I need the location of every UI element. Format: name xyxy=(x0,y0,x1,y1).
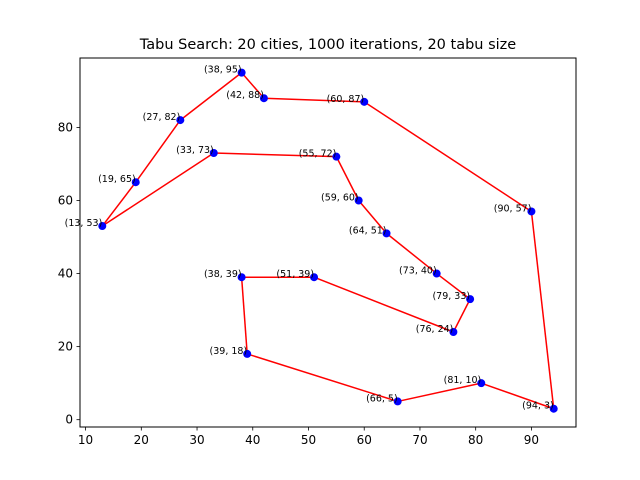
y-tick-label: 20 xyxy=(58,340,73,354)
route-segment xyxy=(240,277,248,354)
city-label: (39, 18) xyxy=(210,346,248,357)
route-segment xyxy=(263,97,365,103)
route-segment xyxy=(246,353,398,403)
y-tick-label: 60 xyxy=(58,193,73,207)
city-label: (59, 60) xyxy=(321,192,359,203)
city-point xyxy=(243,349,252,358)
city-label: (51, 39) xyxy=(276,269,314,280)
city-label: (64, 51) xyxy=(349,225,387,236)
city-point xyxy=(449,328,458,337)
city-point xyxy=(382,229,391,238)
city-point xyxy=(131,178,140,187)
route-segment xyxy=(436,272,471,300)
x-tick-label: 60 xyxy=(357,433,372,447)
y-tick-label: 0 xyxy=(65,413,73,427)
x-tick-label: 30 xyxy=(189,433,204,447)
city-label: (55, 72) xyxy=(299,149,337,160)
x-tick-label: 80 xyxy=(468,433,483,447)
city-label: (79, 33) xyxy=(432,291,470,302)
city-label: (94, 3) xyxy=(522,401,554,412)
city-label: (60, 87) xyxy=(327,94,365,105)
route-segment xyxy=(101,152,215,227)
x-tick-label: 50 xyxy=(301,433,316,447)
city-point xyxy=(259,94,268,103)
city-label: (42, 88) xyxy=(226,90,264,101)
x-tick-label: 70 xyxy=(412,433,427,447)
city-point xyxy=(393,397,402,406)
city-point xyxy=(549,404,558,413)
route-segment xyxy=(452,298,471,333)
y-tick-label: 80 xyxy=(58,120,73,134)
route-segment xyxy=(386,232,438,275)
city-label: (76, 24) xyxy=(416,324,454,335)
route-segment xyxy=(135,119,181,183)
tour-route xyxy=(101,72,555,410)
city-point xyxy=(432,269,441,278)
city-point xyxy=(237,68,246,77)
x-tick-label: 40 xyxy=(245,433,260,447)
city-label: (19, 65) xyxy=(98,174,136,185)
city-point xyxy=(360,97,369,106)
city-label: (90, 57) xyxy=(494,203,532,214)
city-point xyxy=(209,148,218,157)
city-point xyxy=(466,295,475,304)
route-segment xyxy=(335,156,360,201)
city-point xyxy=(527,207,536,216)
route-segment xyxy=(241,72,265,99)
city-point xyxy=(477,379,486,388)
axis-ticks: 10 20 30 40 50 60 70 80 90 0 20 40 60 80 xyxy=(58,120,539,447)
city-point xyxy=(310,273,319,282)
route-segment xyxy=(358,200,388,234)
city-label: (13, 53) xyxy=(65,218,103,229)
city-point xyxy=(237,273,246,282)
city-markers xyxy=(98,68,558,413)
plot-area xyxy=(80,58,576,427)
route-segment xyxy=(179,72,243,121)
city-label: (33, 73) xyxy=(176,145,214,156)
city-label: (66, 5) xyxy=(366,393,398,404)
x-tick-label: 10 xyxy=(78,433,93,447)
city-label: (38, 39) xyxy=(204,269,242,280)
city-point xyxy=(354,196,363,205)
city-label: (73, 40) xyxy=(399,266,437,277)
city-point xyxy=(332,152,341,161)
city-point xyxy=(98,222,107,231)
plot-frame xyxy=(79,57,577,428)
x-tick-label: 90 xyxy=(524,433,539,447)
route-segment xyxy=(481,382,554,410)
x-tick-label: 20 xyxy=(134,433,149,447)
route-segment xyxy=(397,382,482,403)
chart-title: Tabu Search: 20 cities, 1000 iterations,… xyxy=(139,37,516,53)
route-segment xyxy=(213,152,337,158)
city-label: (38, 95) xyxy=(204,65,242,76)
city-label: (27, 82) xyxy=(143,112,181,123)
route-segment xyxy=(363,101,532,213)
city-labels: (13, 53) (19, 65) (27, 82) (38, 95) (42, 88)… xyxy=(65,65,554,412)
city-label: (81, 10) xyxy=(444,375,482,386)
route-segment xyxy=(530,211,555,409)
route-segment xyxy=(101,181,137,227)
route-segment xyxy=(313,276,454,333)
city-point xyxy=(176,116,185,125)
y-tick-label: 40 xyxy=(58,267,73,281)
